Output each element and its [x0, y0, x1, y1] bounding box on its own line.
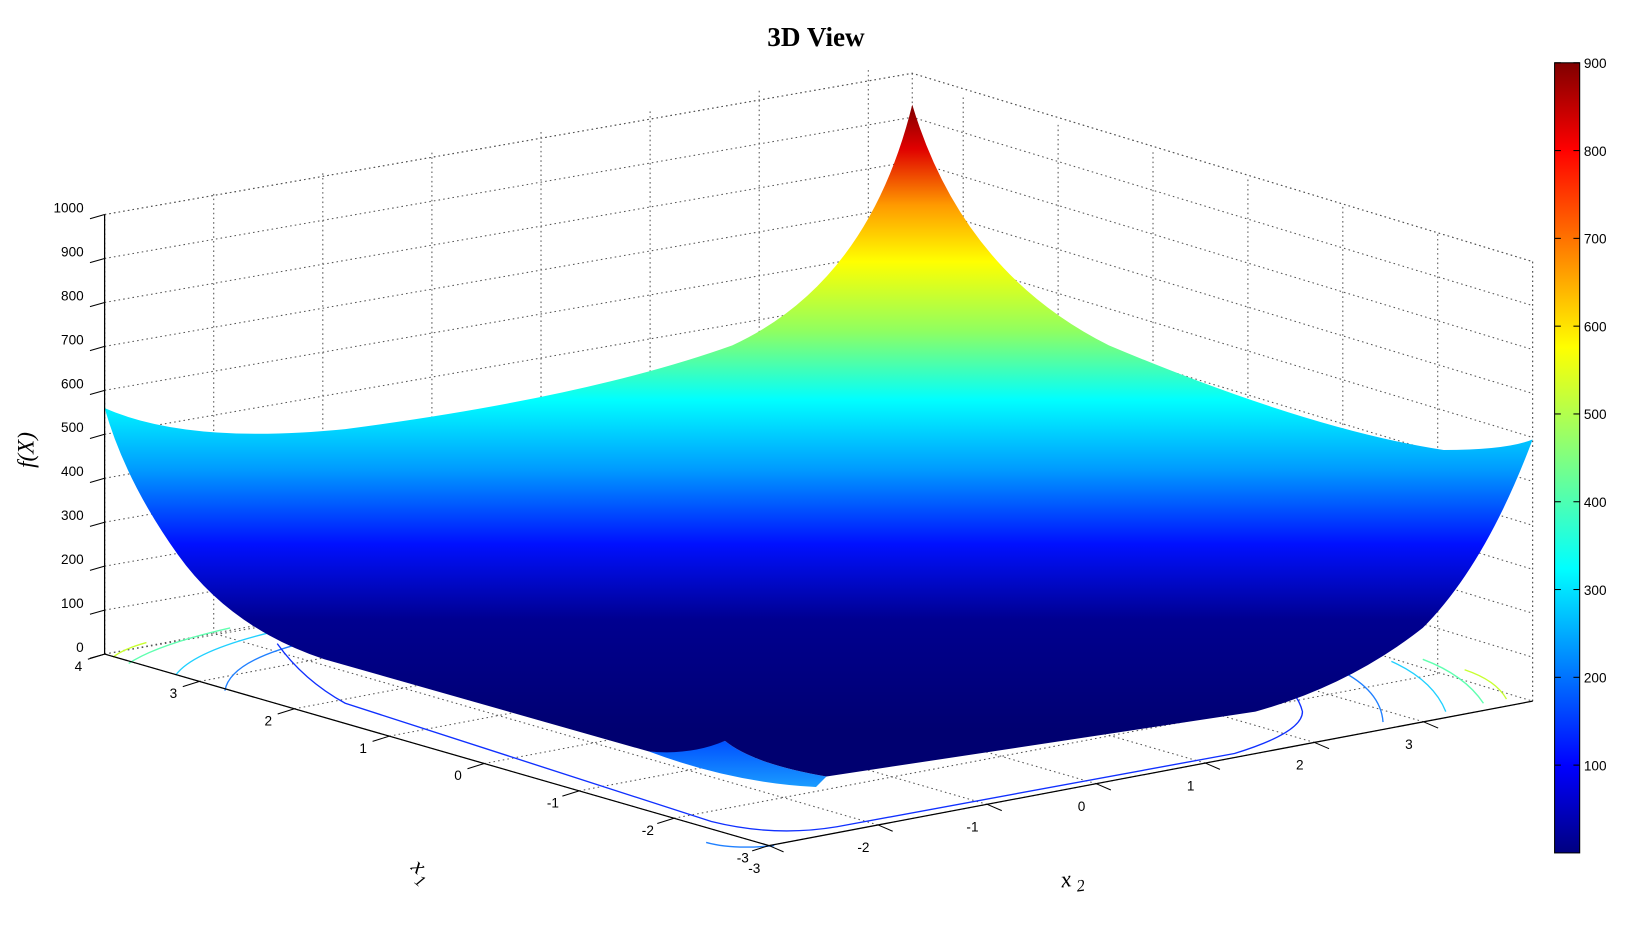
x1-tick-label: 2: [264, 714, 272, 729]
colorbar-tick-label: 200: [1584, 671, 1607, 686]
z-tick: [89, 389, 105, 396]
surface-lip: [648, 740, 827, 787]
z-tick-label: 300: [61, 508, 84, 523]
x1-tick: [657, 817, 675, 824]
contour-line: [1422, 658, 1485, 704]
z-tick-label: 0: [76, 640, 84, 655]
z-tick: [89, 477, 105, 483]
z-tick: [89, 565, 105, 571]
z-tick-label: 1000: [53, 200, 84, 215]
z-tick: [89, 345, 105, 352]
z-tick: [89, 433, 105, 439]
x1-tick: [467, 763, 485, 770]
contour-line: [1391, 660, 1447, 712]
top-edge: [104, 72, 1533, 263]
x1-tick: [277, 708, 295, 715]
x1-tick-label: -2: [642, 823, 654, 838]
x1-tick-label: 4: [75, 659, 83, 674]
z-tick: [89, 521, 105, 527]
z-tick: [89, 214, 105, 220]
x2-axis-label: x 2: [1058, 865, 1086, 896]
svg-text:2: 2: [1075, 876, 1086, 896]
surface: [104, 104, 1533, 787]
x2-tick: [768, 845, 784, 853]
colorbar-tick-label: 900: [1584, 56, 1607, 71]
x2-tick: [1096, 783, 1112, 791]
colorbar-tick-label: 400: [1584, 495, 1607, 510]
contour-line: [1338, 669, 1384, 723]
colorbar-tick-label: 100: [1584, 758, 1607, 773]
x2-tick: [1423, 721, 1439, 729]
x1-axis-label: x 1: [406, 852, 432, 891]
z-tick-label: 700: [61, 332, 84, 347]
z-tick-label: 600: [61, 376, 84, 391]
x1-tick-label: -3: [737, 850, 749, 865]
colorbar-tick-label: 800: [1584, 144, 1607, 159]
x1-tick-label: -1: [547, 796, 559, 811]
x1-tick: [182, 680, 200, 688]
x1-tick-label: 0: [454, 768, 462, 783]
z-tick-label: 200: [61, 552, 84, 567]
contour-line: [128, 627, 231, 665]
chart-title: 3D View: [767, 22, 865, 52]
z-tick-label: 900: [61, 244, 84, 259]
z-gridline: [104, 116, 1533, 307]
colorbar-tick-label: 600: [1584, 319, 1607, 334]
z-tick: [89, 257, 105, 264]
z-tick: [89, 301, 105, 308]
x2-tick: [877, 824, 893, 832]
colorbar-tick-label: 300: [1584, 583, 1607, 598]
surface-mesh: [104, 104, 1533, 777]
z-tick-label: 800: [61, 288, 84, 303]
x2-tick-label: 3: [1405, 737, 1413, 752]
svg-text:x: x: [1058, 865, 1073, 892]
colorbar-tick-label: 700: [1584, 232, 1607, 247]
x2-tick: [1314, 741, 1330, 750]
x2-tick-label: 2: [1296, 758, 1304, 773]
x2-tick-label: 1: [1187, 778, 1195, 793]
x1-tick: [87, 653, 105, 660]
x2-tick: [986, 803, 1002, 812]
colorbar: [1554, 62, 1581, 854]
z-tick-label: 400: [61, 464, 84, 479]
x2-tick-label: -1: [966, 820, 978, 835]
x1-tick: [752, 845, 770, 852]
z-tick: [89, 609, 105, 615]
x2-tick-label: -2: [857, 840, 869, 855]
x1-tick: [372, 735, 390, 742]
z-axis-label: f(X): [12, 432, 38, 468]
contour-line: [1464, 669, 1508, 700]
x1-tick-label: 1: [359, 741, 367, 756]
colorbar-tick-label: 500: [1584, 407, 1607, 422]
z-tick-label: 100: [61, 596, 84, 611]
contour-line: [276, 643, 1304, 832]
z-gridline: [104, 72, 1533, 263]
x2-tick-label: -3: [748, 861, 760, 876]
x2-tick: [1205, 762, 1221, 770]
x2-tick-label: 0: [1078, 799, 1086, 814]
contour-line: [112, 641, 147, 658]
z-tick-label: 500: [61, 420, 84, 435]
x1-tick: [562, 790, 580, 797]
contour-line: [175, 631, 273, 676]
x1-tick-label: 3: [170, 686, 178, 701]
